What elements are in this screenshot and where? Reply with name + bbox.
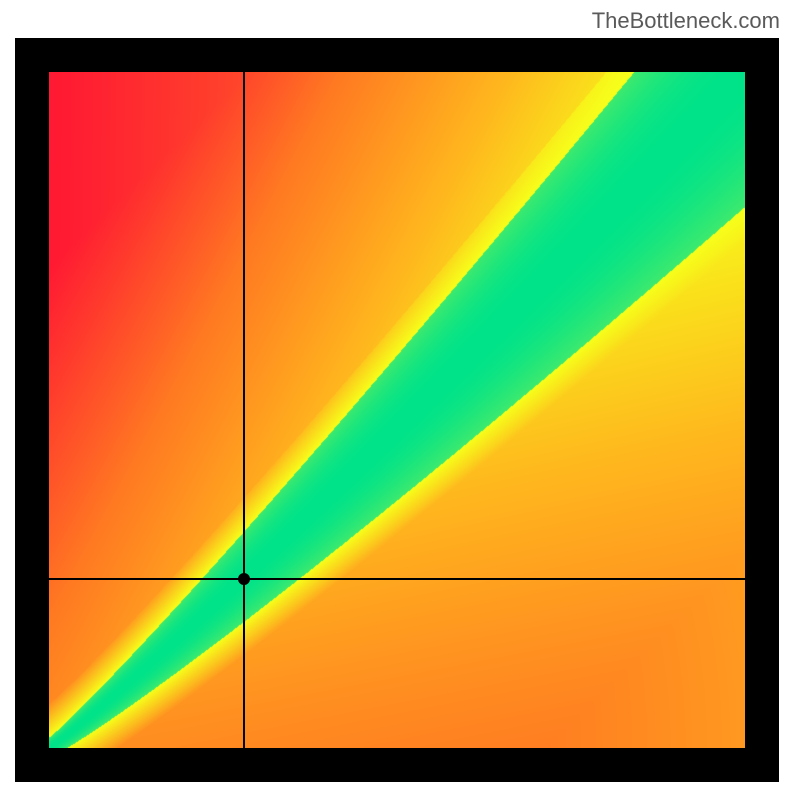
crosshair-vertical [243, 72, 245, 748]
frame-top [15, 38, 779, 72]
heatmap-canvas [49, 72, 745, 748]
attribution-text: TheBottleneck.com [592, 8, 780, 34]
crosshair-horizontal [49, 578, 745, 580]
frame-left [15, 38, 49, 782]
frame-right [745, 38, 779, 782]
frame-bottom [15, 748, 779, 782]
heatmap-plot [49, 72, 745, 748]
crosshair-marker [238, 573, 250, 585]
chart-container: TheBottleneck.com [0, 0, 800, 800]
